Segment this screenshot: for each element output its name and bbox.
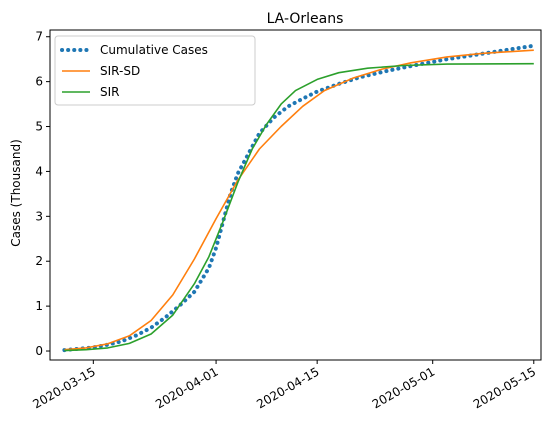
x-tick-label: 2020-05-15 xyxy=(471,364,538,411)
y-axis-label: Cases (Thousand) xyxy=(9,139,23,247)
y-tick-label: 6 xyxy=(35,75,43,89)
x-tick-label: 2020-04-15 xyxy=(254,364,321,411)
y-tick-label: 1 xyxy=(35,299,43,313)
x-tick-label: 2020-03-15 xyxy=(30,364,97,411)
x-tick-label: 2020-05-01 xyxy=(370,364,437,411)
x-tick-label: 2020-04-01 xyxy=(153,364,220,411)
legend-label: SIR xyxy=(100,85,120,99)
series-line-sir xyxy=(64,62,534,352)
legend-label: Cumulative Cases xyxy=(100,43,208,57)
plot-lines xyxy=(62,43,536,353)
y-tick-label: 4 xyxy=(35,164,43,178)
series-line-sir-sd xyxy=(64,49,534,351)
y-axis: 0 1 2 3 4 5 6 7 xyxy=(35,30,50,358)
y-tick-label: 7 xyxy=(35,30,43,44)
series-line-cumulative-cases xyxy=(62,43,536,353)
plot-frame xyxy=(49,29,542,361)
x-axis: 2020-03-15 2020-04-01 2020-04-15 2020-05-01… xyxy=(30,360,538,411)
y-tick-label: 3 xyxy=(35,209,43,223)
y-tick-label: 2 xyxy=(35,254,43,268)
y-tick-label: 0 xyxy=(35,344,43,358)
chart-title: LA-Orleans xyxy=(267,11,344,27)
legend: Cumulative Cases SIR-SD SIR xyxy=(54,35,256,106)
y-tick-label: 5 xyxy=(35,120,43,134)
legend-label: SIR-SD xyxy=(100,64,140,78)
legend-box xyxy=(54,35,256,106)
